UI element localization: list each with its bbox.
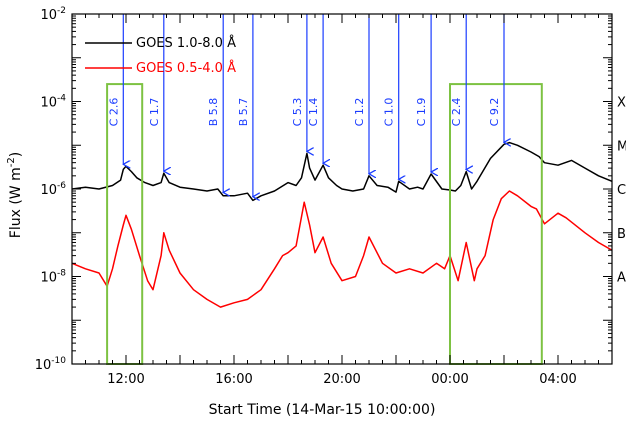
flare-label: C 2.4: [450, 98, 463, 127]
y-tick-label: 10-4: [40, 94, 66, 111]
axes: 12:00 16:00 20:00 00:00 04:00 10-2 10-4 10-6 10-…: [6, 6, 626, 418]
x-tick-label: 12:00: [107, 372, 144, 387]
flare-label: C 2.6: [107, 98, 120, 127]
x-tick-label: 00:00: [431, 372, 468, 387]
x-axis-title: Start Time (14-Mar-15 10:00:00): [209, 402, 436, 418]
flare-label: C 1.4: [307, 98, 320, 127]
flare-label: C 9.2: [488, 98, 501, 127]
flare-label: C 1.0: [383, 98, 396, 127]
y-tick-label: 10-6: [40, 181, 66, 198]
flare-label: B 5.8: [207, 98, 220, 127]
x-tick-label: 04:00: [539, 372, 576, 387]
series-layer: [72, 141, 612, 308]
legend: GOES 1.0-8.0 Å GOES 0.5-4.0 Å: [85, 35, 236, 76]
goes-class-label: X: [617, 96, 626, 111]
y-tick-label: 10-10: [35, 356, 67, 373]
goes-class-label: B: [617, 227, 626, 242]
goes-class-label: M: [617, 139, 626, 154]
y-tick-label: 10-8: [40, 269, 66, 286]
highlight-boxes: [106, 83, 543, 366]
y-tick-label: 10-2: [40, 6, 66, 23]
flare-label: C 1.2: [353, 98, 366, 127]
goes-class-label: A: [617, 271, 626, 286]
flare-annotations: C 2.6 C 1.7 B 5.8 B 5.7 C 5.3 C 1.4 C 1.2 C 1.0…: [107, 14, 504, 197]
flare-label: C 5.3: [291, 98, 304, 127]
flare-label: C 1.7: [148, 98, 161, 127]
series-line-long-channel: [72, 141, 612, 202]
y-axis-title: Flux (W m-2): [6, 152, 24, 238]
flare-label: C 1.9: [415, 98, 428, 127]
x-tick-label: 16:00: [215, 372, 252, 387]
x-tick-label: 20:00: [323, 372, 360, 387]
legend-label: GOES 1.0-8.0 Å: [136, 35, 236, 51]
goes-class-label: C: [617, 183, 626, 198]
legend-label: GOES 0.5-4.0 Å: [136, 60, 236, 76]
flare-label: B 5.7: [237, 98, 250, 127]
series-line-short-channel: [72, 190, 612, 308]
